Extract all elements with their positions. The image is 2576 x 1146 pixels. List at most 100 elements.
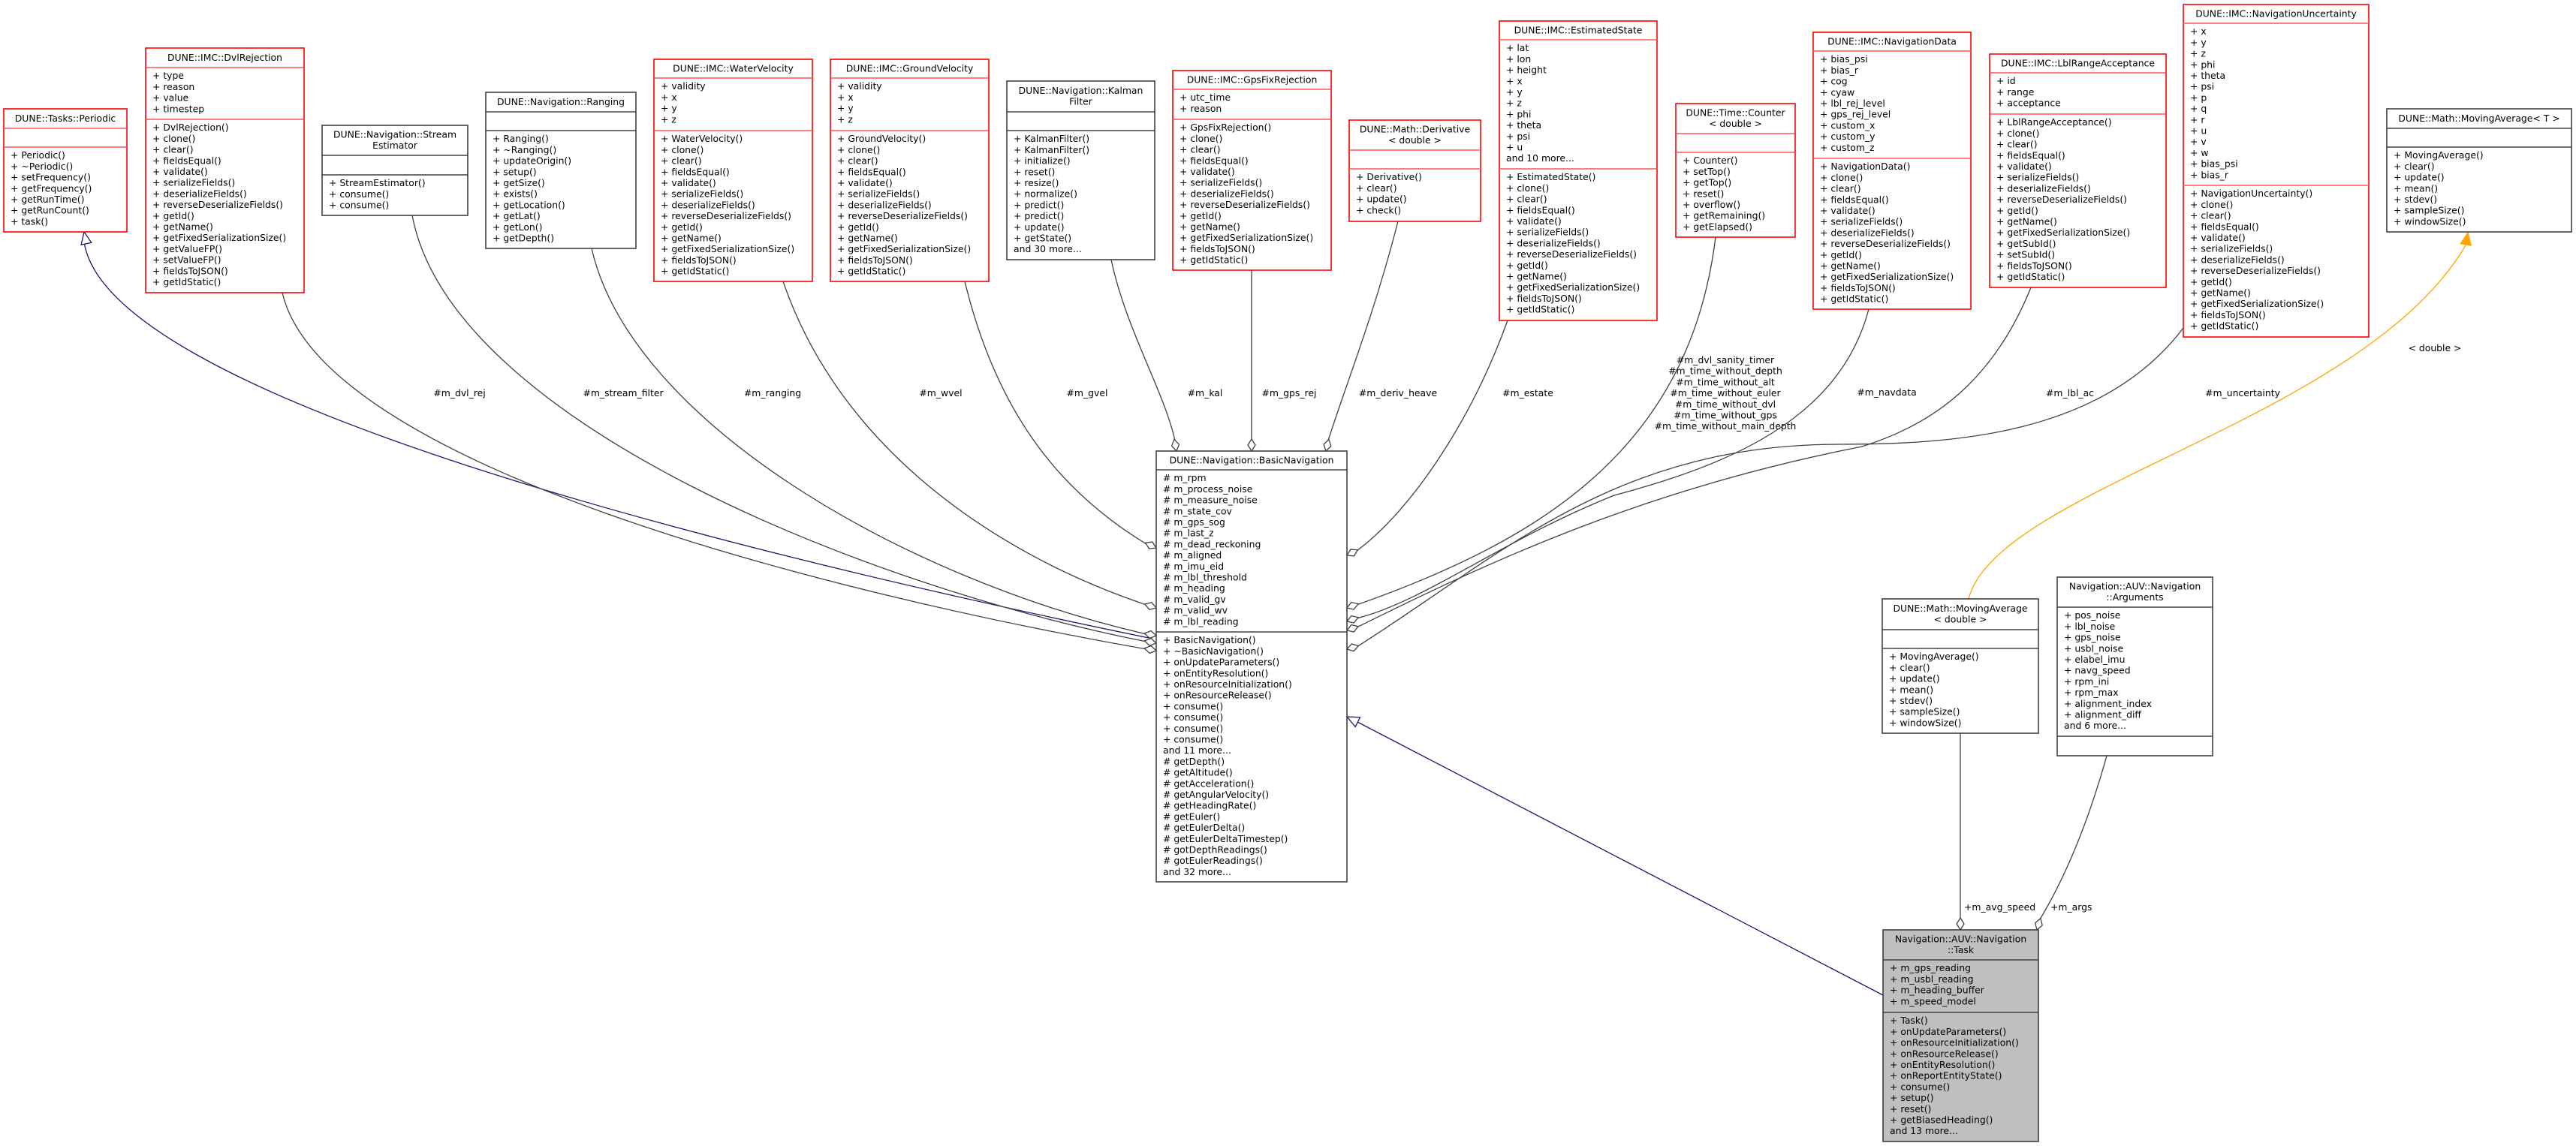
class-box[interactable] [1989,53,2167,288]
class-method: + fieldsEqual() [837,166,906,177]
edge-line [1356,320,1508,552]
class-method: + reverseDeserializeFields() [152,199,283,210]
class-method: + deserializeFields() [2190,254,2285,265]
class-box[interactable] [1155,450,1348,883]
class-method: + reverseDeserializeFields() [2190,265,2321,276]
aggregation-diamond-icon [1323,438,1332,453]
class-method: + validate() [2190,232,2246,243]
class-attribute: + x [2190,26,2207,37]
class-title: DUNE::Navigation::BasicNavigation [1170,454,1334,465]
class-node-navdata[interactable]: DUNE::IMC::NavigationData+ bias_psi+ bia… [1812,32,1972,310]
class-box[interactable] [2183,4,2370,338]
class-method: + getName() [1820,260,1881,272]
class-attribute: + m_heading_buffer [1890,985,1985,996]
class-node-deriv[interactable]: DUNE::Math::Derivative< double >+ Deriva… [1348,119,1481,222]
class-method: # getDepth() [1163,756,1225,767]
class-box[interactable] [3,108,128,233]
inheritance-arrow-icon [1345,716,1361,728]
class-box[interactable] [321,125,469,216]
class-node-gpsfix[interactable]: DUNE::IMC::GpsFixRejection+ utc_time+ re… [1172,70,1332,271]
class-method: + stdev() [2394,194,2437,205]
class-method: + getId() [1820,249,1862,260]
class-method: + getName() [1180,221,1240,233]
class-method: and 13 more... [1890,1125,1958,1136]
class-method: + getName() [2190,287,2251,299]
class-box[interactable] [1006,80,1155,260]
edge-dvl-basic: #m_dvl_rej [282,292,1158,654]
class-attribute: + id [1996,75,2016,86]
class-method: + onEntityResolution() [1163,667,1268,678]
class-box[interactable] [145,47,305,293]
edge-gpsfix-basic: #m_gps_rej [1247,270,1316,453]
class-node-periodic[interactable]: DUNE::Tasks::Periodic+ Periodic()+ ~Peri… [3,108,128,233]
class-method: + clear() [1820,183,1861,194]
class-box[interactable] [653,59,813,282]
edge-line [1968,243,2467,600]
class-node-kalman[interactable]: DUNE::Navigation::KalmanFilter+ KalmanFi… [1006,80,1155,260]
class-attribute: # m_lbl_threshold [1163,572,1247,583]
class-title: Filter [1069,96,1093,107]
class-box[interactable] [1172,70,1332,271]
class-node-wvel[interactable]: DUNE::IMC::WaterVelocity+ validity+ x+ y… [653,59,813,282]
class-attribute: + pos_noise [2064,609,2120,621]
class-attribute: + x [661,92,677,103]
edge-label: #m_ranging [744,387,801,399]
class-method: + update() [2394,172,2445,183]
class-method: + windowSize() [1889,717,1961,728]
class-node-stream[interactable]: DUNE::Navigation::StreamEstimator+ Strea… [321,125,469,216]
class-attribute: + z [661,113,676,125]
class-title: < double > [1709,118,1762,129]
class-method: + fieldsToJSON() [1506,293,1582,304]
edge-line [83,241,1149,639]
class-title: < double > [1388,134,1442,146]
class-method: # getEulerDelta() [1163,822,1245,833]
class-box[interactable] [830,59,990,282]
aggregation-diamond-icon [1143,645,1158,654]
class-node-dvl[interactable]: DUNE::IMC::DvlRejection+ type+ reason+ v… [145,47,305,293]
class-method: + MovingAverage() [1889,651,1979,662]
class-node-movavgT[interactable]: DUNE::Math::MovingAverage< T >+ MovingAv… [2386,108,2572,233]
class-method: + clear() [1356,182,1397,194]
class-box[interactable] [2386,108,2572,233]
edge-periodic-basic [80,230,1149,639]
class-node-movavgD[interactable]: DUNE::Math::MovingAverage< double >+ Mov… [1882,598,2039,734]
class-method: + consume() [1163,700,1223,711]
class-method: + update() [1014,221,1065,233]
edge-wvel-basic: #m_wvel [782,281,1158,610]
class-node-args[interactable]: Navigation::AUV::Navigation::Arguments+ … [2056,576,2213,756]
class-box[interactable] [485,92,637,249]
class-node-counter[interactable]: DUNE::Time::Counter< double >+ Counter()… [1675,103,1796,238]
aggregation-diamond-icon [1345,601,1360,610]
class-method: + clear() [661,155,702,167]
edge-movavgD-movavgT: < double > [1968,231,2472,600]
class-method: + fieldsEqual() [1180,155,1249,166]
class-node-basic[interactable]: DUNE::Navigation::BasicNavigation# m_rpm… [1155,450,1348,883]
class-box[interactable] [1499,20,1658,321]
class-method: + reset() [1890,1103,1931,1114]
class-box[interactable] [1882,929,2039,1142]
class-method: + MovingAverage() [2394,149,2484,161]
class-box[interactable] [1348,119,1481,222]
class-node-ranging[interactable]: DUNE::Navigation::Ranging+ Ranging()+ ~R… [485,92,637,249]
class-node-lbl[interactable]: DUNE::IMC::LblRangeAcceptance+ id+ range… [1989,53,2167,288]
class-method: and 30 more... [1014,243,1082,254]
class-method: + consume() [329,188,389,200]
class-node-task[interactable]: Navigation::AUV::Navigation::Task+ m_gps… [1882,929,2039,1142]
class-method: + reverseDeserializeFields() [837,210,968,221]
class-node-estate[interactable]: DUNE::IMC::EstimatedState+ lat+ lon+ hei… [1499,20,1658,321]
class-node-navunc[interactable]: DUNE::IMC::NavigationUncertainty+ x+ y+ … [2183,4,2370,338]
class-method: + clear() [1996,139,2038,150]
class-box[interactable] [1882,598,2039,734]
class-box[interactable] [1812,32,1972,310]
class-method: + Counter() [1683,155,1738,166]
class-method: + deserializeFields() [1996,182,2091,194]
class-node-gvel[interactable]: DUNE::IMC::GroundVelocity+ validity+ x+ … [830,59,990,282]
class-box[interactable] [1675,103,1796,238]
class-method: + stdev() [1889,695,1933,706]
edge-label: #m_navdata [1857,387,1916,398]
class-method: + getValueFP() [152,243,222,254]
edge-line [411,215,1147,642]
class-method: + fieldsToJSON() [2190,309,2266,320]
aggregation-diamond-icon [1247,438,1256,453]
class-attribute: + x [837,92,854,103]
